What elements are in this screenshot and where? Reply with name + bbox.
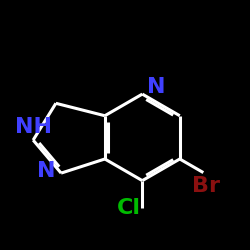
Text: N: N — [147, 77, 165, 97]
Text: Cl: Cl — [117, 198, 141, 218]
Text: NH: NH — [15, 116, 52, 136]
Text: Br: Br — [192, 176, 220, 196]
Text: N: N — [37, 161, 56, 181]
